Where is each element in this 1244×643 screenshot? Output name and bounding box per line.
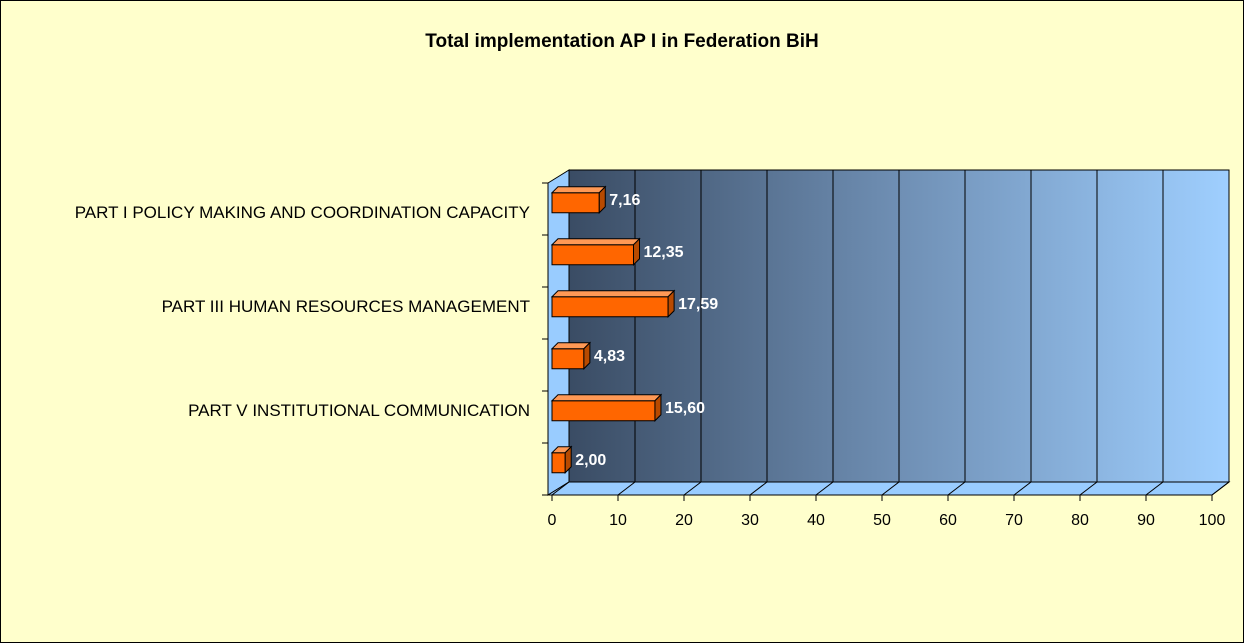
bar bbox=[551, 400, 656, 422]
floor-grid-line bbox=[1145, 481, 1164, 496]
bar bbox=[551, 192, 600, 214]
floor-grid-line bbox=[683, 481, 702, 496]
bar-top bbox=[550, 186, 607, 194]
x-tick-label: 60 bbox=[939, 512, 957, 529]
bar bbox=[551, 244, 635, 266]
x-tick-label: 90 bbox=[1137, 512, 1155, 529]
x-tick-label: 40 bbox=[807, 512, 825, 529]
x-tick-label: 70 bbox=[1005, 512, 1023, 529]
floor-grid-line bbox=[617, 481, 636, 496]
value-label: 17,59 bbox=[678, 296, 718, 313]
value-label: 7,16 bbox=[609, 192, 640, 209]
value-label: 12,35 bbox=[644, 244, 684, 261]
bar bbox=[551, 452, 566, 474]
floor bbox=[546, 481, 1231, 496]
x-tick-label: 0 bbox=[548, 512, 557, 529]
floor-grid-line bbox=[551, 481, 570, 496]
floor-grid-line bbox=[815, 481, 834, 496]
x-tick-label: 50 bbox=[873, 512, 891, 529]
floor-grid-line bbox=[1013, 481, 1032, 496]
y-tick-label: PART V INSTITUTIONAL COMMUNICATION bbox=[188, 400, 530, 420]
chart-title: Total implementation AP I in Federation … bbox=[425, 31, 818, 52]
floor-grid-line bbox=[947, 481, 966, 496]
x-tick-label: 100 bbox=[1199, 512, 1226, 529]
floor-grid-line bbox=[881, 481, 900, 496]
bar-side bbox=[564, 445, 572, 474]
bar bbox=[551, 296, 669, 318]
value-label: 4,83 bbox=[594, 348, 625, 365]
x-tick-label: 20 bbox=[675, 512, 693, 529]
bar-side bbox=[583, 341, 591, 370]
bar-side bbox=[598, 185, 606, 214]
bar-top bbox=[550, 290, 676, 298]
bar-side bbox=[654, 393, 662, 422]
bar-top bbox=[550, 394, 663, 402]
x-tick-label: 10 bbox=[609, 512, 627, 529]
bar-top bbox=[550, 238, 641, 246]
x-tick-label: 30 bbox=[741, 512, 759, 529]
y-tick-label: PART I POLICY MAKING AND COORDINATION CA… bbox=[74, 202, 530, 222]
floor-grid-line bbox=[1211, 481, 1230, 496]
bar-side bbox=[667, 289, 675, 318]
side-wall bbox=[547, 169, 570, 496]
y-tick-label: PART III HUMAN RESOURCES MANAGEMENT bbox=[161, 296, 530, 316]
bar bbox=[551, 348, 585, 370]
floor-grid-line bbox=[749, 481, 768, 496]
value-label: 2,00 bbox=[575, 452, 606, 469]
x-tick-label: 80 bbox=[1071, 512, 1089, 529]
value-label: 15,60 bbox=[665, 400, 705, 417]
bar-side bbox=[633, 237, 641, 266]
floor-grid-line bbox=[1079, 481, 1098, 496]
